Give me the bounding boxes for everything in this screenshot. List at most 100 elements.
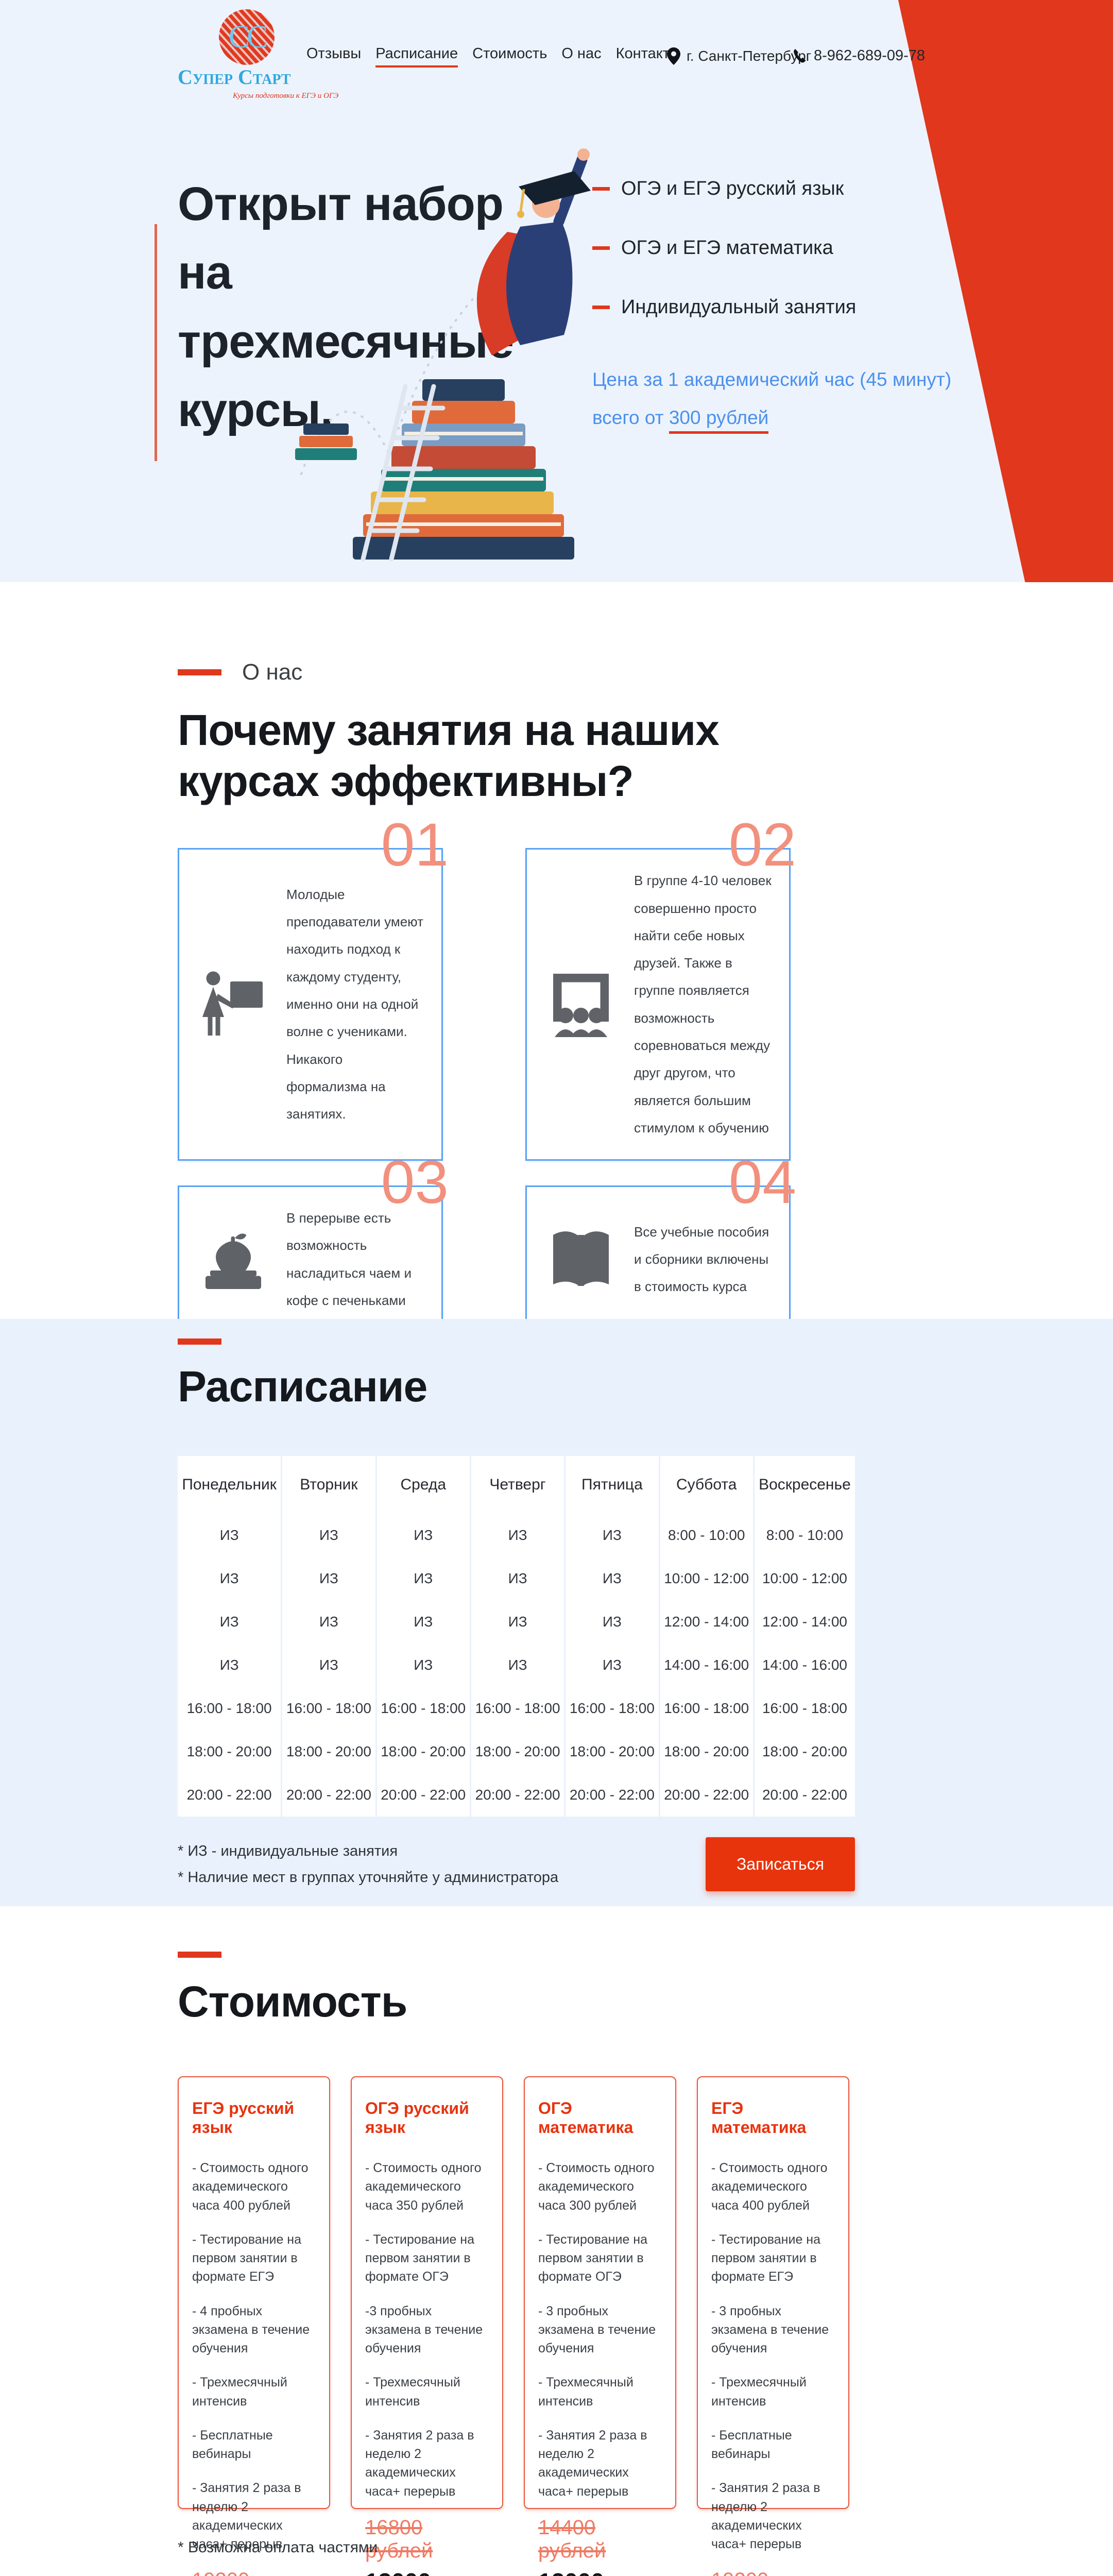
pricing-item: - Трехмесячный интенсив	[711, 2375, 807, 2409]
nav-item[interactable]: Расписание	[375, 45, 458, 67]
schedule-notes: * ИЗ - индивидуальные занятия * Наличие …	[178, 1842, 559, 1886]
section-dash	[178, 1338, 221, 1345]
schedule-cell: ИЗ	[564, 1557, 660, 1601]
schedule-row: ИЗ ИЗ ИЗ ИЗ ИЗ 14:00 - 16:00 14:00 - 16:00	[178, 1643, 855, 1687]
schedule-cell: ИЗ	[281, 1643, 377, 1687]
schedule-cell: 14:00 - 16:00	[754, 1643, 855, 1687]
schedule-cell: 16:00 - 18:00	[376, 1687, 471, 1731]
schedule-cell: ИЗ	[564, 1600, 660, 1644]
pricing-title: Стоимость	[178, 1977, 407, 2026]
pricing-card: ОГЭ математика - Стоимость одного академ…	[524, 2076, 676, 2576]
hero-price-line: Цена за 1 академический час (45 минут)	[592, 369, 952, 390]
schedule-cell: 12:00 - 14:00	[754, 1600, 855, 1644]
schedule-body: ИЗ ИЗ ИЗ ИЗ ИЗ 8:00 - 10:00 8:00 - 10:00 ИЗ ИЗ ИЗ…	[178, 1514, 855, 1817]
open-book-icon	[542, 1221, 620, 1298]
pricing-items: - Стоимость одного академического часа 3…	[538, 2159, 662, 2516]
schedule-section: Расписание Понедельник Вторник Среда Четвер…	[0, 1319, 1113, 1906]
schedule-signup-button[interactable]: Записаться	[706, 1837, 855, 1892]
schedule-day: Вторник	[281, 1456, 377, 1514]
card-text: В перерыве есть возможность насладиться …	[286, 1210, 412, 1309]
schedule-day: Пятница	[564, 1456, 660, 1514]
schedule-cell: 18:00 - 20:00	[564, 1730, 660, 1774]
schedule-cell: 18:00 - 20:00	[281, 1730, 377, 1774]
schedule-table: Понедельник Вторник Среда Четверг Пятница Суб…	[178, 1456, 855, 1817]
schedule-cell: 10:00 - 12:00	[754, 1557, 855, 1601]
schedule-row: 16:00 - 18:00 16:00 - 18:00 16:00 - 18:00 1…	[178, 1687, 855, 1731]
apple-book-icon	[195, 1221, 272, 1298]
pricing-old-price: 19200 рублей	[192, 2569, 316, 2576]
schedule-cell: 20:00 - 22:00	[659, 1773, 755, 1817]
schedule-cell: 16:00 - 18:00	[470, 1687, 566, 1731]
pricing-items: - Стоимость одного академического часа 3…	[365, 2159, 489, 2516]
schedule-title: Расписание	[178, 1362, 427, 1411]
schedule-cell: 18:00 - 20:00	[754, 1730, 855, 1774]
hero-bullet-label: ОГЭ и ЕГЭ русский язык	[621, 178, 844, 199]
schedule-cell: 20:00 - 22:00	[281, 1773, 377, 1817]
header-location: г. Санкт-Петербург	[667, 47, 811, 65]
pricing-item: - Занятия 2 раза в неделю 2 академически…	[711, 2481, 820, 2552]
pricing-item: - Стоимость одного академического часа 3…	[538, 2161, 655, 2213]
schedule-cell: ИЗ	[376, 1643, 471, 1687]
schedule-row: 18:00 - 20:00 18:00 - 20:00 18:00 - 20:00 1…	[178, 1730, 855, 1774]
nav-item[interactable]: Стоимость	[472, 45, 547, 62]
section-dash	[178, 1952, 221, 1958]
schedule-cell: ИЗ	[178, 1557, 283, 1601]
pricing-old-price: 19200 рублей	[711, 2569, 835, 2576]
pricing-item: - Стоимость одного академического часа 3…	[365, 2161, 482, 2213]
brand-tagline: Курсы подготовки к ЕГЭ и ОГЭ	[233, 92, 339, 100]
card-text: Все учебные пособия и сборники включены …	[634, 1224, 769, 1295]
pricing-item: - 3 пробных экзамена в течение обучения	[538, 2303, 656, 2356]
schedule-cell: ИЗ	[564, 1514, 660, 1557]
pricing-card-title: ОГЭ математика	[538, 2099, 633, 2137]
header-city: г. Санкт-Петербург	[687, 48, 811, 64]
pricing-new-price: 12000 рублей	[538, 2568, 662, 2576]
about-section: О нас Почему занятия на наших курсах эфф…	[0, 582, 1113, 1506]
pricing-items: - Стоимость одного академического часа 4…	[192, 2159, 316, 2569]
pricing-item: - Тестирование на первом занятии в форма…	[365, 2232, 474, 2284]
dash-icon	[592, 246, 610, 250]
about-card: 03 В перерыве есть возможность насладить…	[178, 1152, 449, 1334]
nav-item[interactable]: Отзывы	[306, 45, 362, 62]
pricing-card: ОГЭ русский язык - Стоимость одного акад…	[351, 2076, 503, 2576]
card-text: Молодые преподаватели умеют находить под…	[286, 886, 424, 1122]
pricing-cards: ЕГЭ русский язык - Стоимость одного акад…	[178, 2076, 1082, 2576]
main-nav: Отзывы Расписание Стоимость О нас Контакты	[306, 45, 680, 67]
schedule-row: ИЗ ИЗ ИЗ ИЗ ИЗ 12:00 - 14:00 12:00 - 14:00	[178, 1600, 855, 1644]
hero-bullet-label: ОГЭ и ЕГЭ математика	[621, 237, 833, 259]
nav-item[interactable]: О нас	[561, 45, 602, 62]
schedule-cell: 20:00 - 22:00	[376, 1773, 471, 1817]
pricing-new-price: 13000 рублей	[365, 2568, 489, 2576]
schedule-cell: ИЗ	[470, 1643, 566, 1687]
pricing-section: Стоимость ЕГЭ русский язык - Стоимость о…	[0, 1906, 1113, 2576]
schedule-cell: 16:00 - 18:00	[281, 1687, 377, 1731]
pricing-item: - Тестирование на первом занятии в форма…	[711, 2232, 820, 2284]
card-number: 04	[728, 1148, 796, 1217]
teacher-icon	[195, 966, 272, 1043]
header-phone[interactable]: 8-962-689-09-78	[792, 47, 925, 64]
hero-price-prefix: всего от	[592, 407, 669, 428]
pricing-card: ЕГЭ русский язык - Стоимость одного акад…	[178, 2076, 330, 2576]
schedule-cell: 16:00 - 18:00	[178, 1687, 283, 1731]
pricing-old-price: 14400 рублей	[538, 2516, 606, 2562]
schedule-cell: 18:00 - 20:00	[659, 1730, 755, 1774]
hero-price: Цена за 1 академический час (45 минут) в…	[592, 361, 951, 437]
about-card: 04 Все учебные пособия и сборники включе…	[525, 1152, 796, 1334]
pricing-card-title: ОГЭ русский язык	[365, 2099, 469, 2137]
pricing-item: - Стоимость одного академического часа 4…	[711, 2161, 828, 2213]
about-card: 02 В группе 4-10 человек совершенно прос…	[525, 815, 796, 1161]
schedule-cell: 12:00 - 14:00	[659, 1600, 755, 1644]
hero-bullet: ОГЭ и ЕГЭ математика	[592, 237, 856, 259]
pricing-item: - 3 пробных экзамена в течение обучения	[711, 2303, 829, 2356]
card-number: 02	[728, 811, 796, 879]
pricing-item: - Стоимость одного академического часа 4…	[192, 2161, 309, 2213]
card-number: 03	[381, 1148, 449, 1217]
schedule-cell: ИЗ	[376, 1600, 471, 1644]
schedule-day: Четверг	[470, 1456, 566, 1514]
hero-bullets: ОГЭ и ЕГЭ русский язык ОГЭ и ЕГЭ математи…	[592, 178, 856, 318]
pricing-item: - Тестирование на первом занятии в форма…	[192, 2232, 301, 2284]
pricing-old-price: 16800 рублей	[365, 2516, 433, 2562]
schedule-cell: 8:00 - 10:00	[754, 1514, 855, 1557]
pricing-item: -3 пробных экзамена в течение обучения	[365, 2303, 483, 2356]
schedule-cell: 20:00 - 22:00	[754, 1773, 855, 1817]
pricing-items: - Стоимость одного академического часа 4…	[711, 2159, 835, 2569]
